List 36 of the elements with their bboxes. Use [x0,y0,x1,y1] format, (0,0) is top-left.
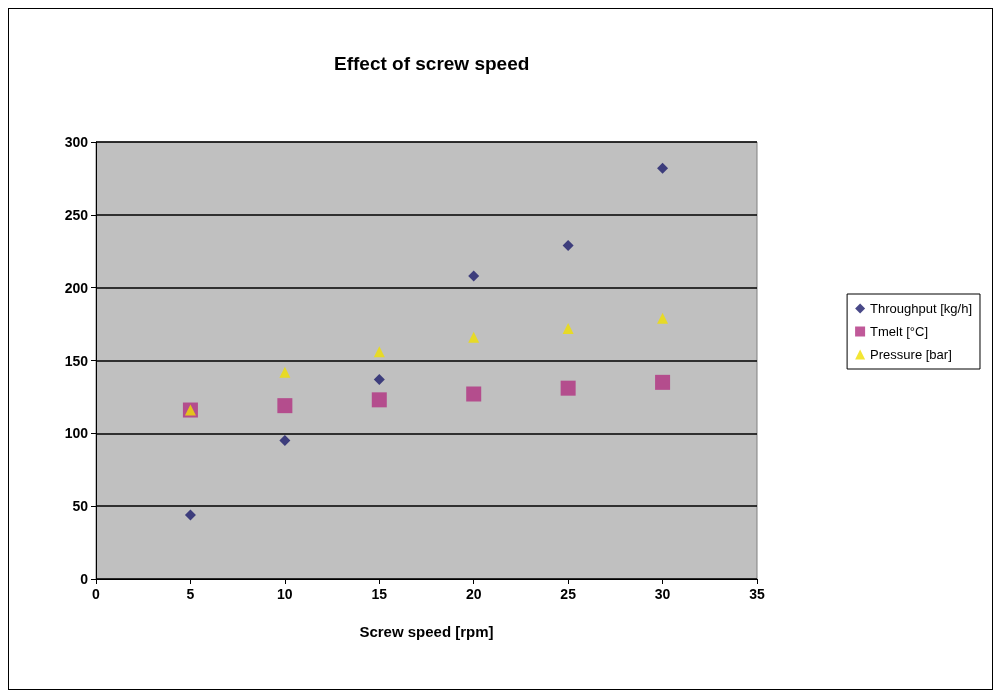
x-tick-label: 15 [371,586,388,602]
point [468,331,480,343]
y-tick-label: 150 [64,352,89,369]
legend-label: Throughput [kg/h] [870,301,973,316]
x-tick-label: 0 [92,586,101,602]
chart-title: Effect of screw speed [334,53,530,74]
x-tick-label: 20 [465,586,482,602]
point [468,270,480,282]
x-tick-label: 25 [560,586,577,602]
point [373,346,385,358]
x-tick-label: 35 [749,586,765,602]
x-axis-title: Screw speed [rpm] [359,623,494,640]
x-tick-label: 10 [277,586,293,602]
y-tick-label: 100 [64,425,89,442]
y-tick-label: 250 [64,206,89,223]
legend-label: Tmelt [°C] [870,324,929,339]
point [279,366,291,378]
point [466,386,482,402]
x-tick-label: 5 [186,586,195,602]
point [371,392,387,408]
point [279,435,291,447]
point [562,322,574,334]
y-tick-label: 200 [64,279,89,296]
point [373,373,385,385]
point [184,509,196,521]
point [277,398,293,414]
point [657,312,669,324]
point [657,162,669,174]
x-tick-label: 30 [654,586,671,602]
point [560,380,576,396]
legend-label: Pressure [bar] [870,347,952,362]
y-tick-label: 300 [64,134,89,150]
y-tick-label: 50 [72,498,89,515]
y-tick-label: 0 [80,571,89,587]
point [655,374,671,390]
point [562,239,574,251]
